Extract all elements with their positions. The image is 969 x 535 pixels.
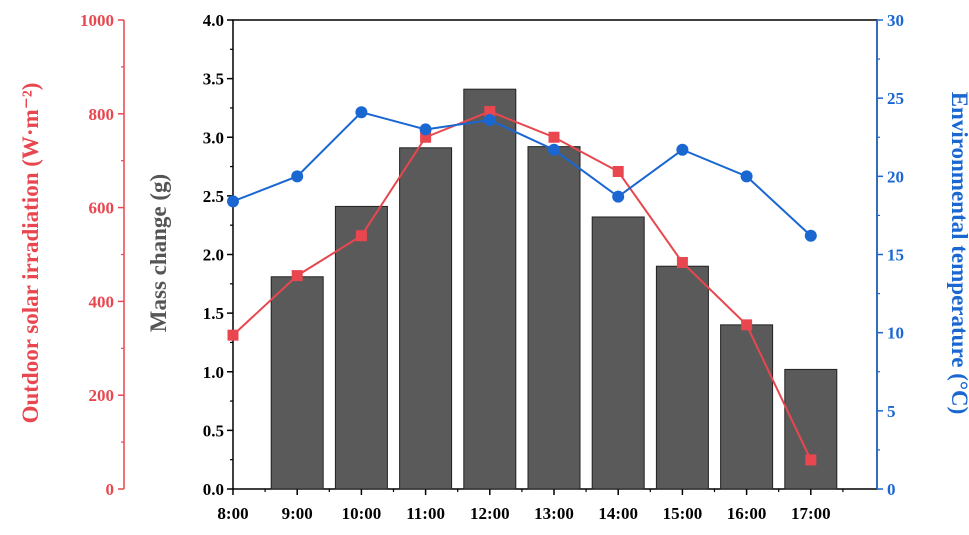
bar-16:00 (720, 324, 774, 490)
mass-tick-label: 0.0 (203, 480, 224, 499)
temperature-point-16:00 (740, 170, 753, 183)
irradiation-point-12:00 (484, 105, 496, 117)
temperature-line (232, 111, 812, 237)
temperature-tick-label: 0 (887, 480, 896, 499)
x-tick-label: 9:00 (282, 504, 313, 523)
bar-15:00 (655, 265, 709, 490)
x-tick-label: 12:00 (470, 504, 510, 523)
irradiation-axis-title: Outdoor solar irradiation (W·m⁻²) (18, 83, 43, 424)
temperature-tick-label: 5 (887, 402, 896, 421)
mass-tick-label: 3.0 (203, 128, 224, 147)
temperature-tick-label: 15 (887, 246, 904, 265)
mass-tick-label: 1.5 (203, 304, 224, 323)
temperature-tick-label: 10 (887, 324, 904, 343)
mass-axis-title: Mass change (g) (146, 174, 171, 332)
irradiation-point-14:00 (612, 165, 624, 177)
bar-17:00 (784, 368, 838, 490)
irradiation-point-9:00 (291, 270, 303, 282)
irradiation-tick-label: 400 (89, 292, 115, 311)
irradiation-tick-label: 0 (106, 480, 115, 499)
temperature-point-17:00 (804, 229, 817, 242)
x-tick-label: 10:00 (342, 504, 382, 523)
temperature-tick-label: 20 (887, 167, 904, 186)
mass-tick-label: 1.0 (203, 363, 224, 382)
irradiation-point-16:00 (741, 319, 753, 331)
bar-11:00 (399, 147, 453, 490)
x-tick-label: 11:00 (406, 504, 445, 523)
irradiation-point-11:00 (420, 131, 432, 143)
x-tick-label: 14:00 (598, 504, 638, 523)
irradiation-point-15:00 (676, 256, 688, 268)
temperature-point-15:00 (676, 143, 689, 156)
irradiation-tick-label: 600 (89, 199, 115, 218)
temperature-axis-title: Environmental temperature (°C) (947, 92, 969, 415)
x-tick-label: 17:00 (791, 504, 831, 523)
irradiation-tick-label: 200 (89, 386, 115, 405)
x-tick-label: 13:00 (534, 504, 574, 523)
irradiation-point-13:00 (548, 131, 560, 143)
mass-tick-label: 4.0 (203, 11, 224, 30)
bar-14:00 (591, 216, 645, 490)
irradiation-line (232, 110, 812, 461)
x-tick-label: 8:00 (217, 504, 248, 523)
irradiation-point-10:00 (355, 230, 367, 242)
labels-layer: 0.00.51.01.52.02.53.03.54.00200400600800… (80, 11, 904, 523)
irradiation-point-17:00 (805, 454, 817, 466)
bars-layer (270, 88, 838, 490)
mass-tick-label: 0.5 (203, 421, 224, 440)
lines-layer (227, 105, 817, 466)
mass-tick-label: 2.5 (203, 187, 224, 206)
mass-tick-label: 3.5 (203, 70, 224, 89)
x-tick-label: 16:00 (727, 504, 767, 523)
x-tick-label: 15:00 (663, 504, 703, 523)
temperature-point-14:00 (612, 190, 625, 203)
temperature-point-8:00 (227, 195, 239, 208)
temperature-point-10:00 (355, 106, 368, 119)
bar-13:00 (527, 146, 581, 490)
irradiation-tick-label: 1000 (80, 11, 114, 30)
temperature-point-13:00 (548, 143, 560, 156)
bar-9:00 (270, 276, 324, 490)
bar-12:00 (463, 88, 517, 490)
temperature-point-11:00 (419, 123, 432, 136)
mass-tick-label: 2.0 (203, 246, 224, 265)
temperature-tick-label: 25 (887, 89, 904, 108)
irradiation-tick-label: 800 (89, 105, 115, 124)
bar-10:00 (334, 205, 388, 490)
temperature-tick-label: 30 (887, 11, 904, 30)
temperature-point-12:00 (483, 114, 496, 127)
irradiation-point-8:00 (227, 329, 239, 341)
temperature-point-9:00 (291, 170, 304, 183)
